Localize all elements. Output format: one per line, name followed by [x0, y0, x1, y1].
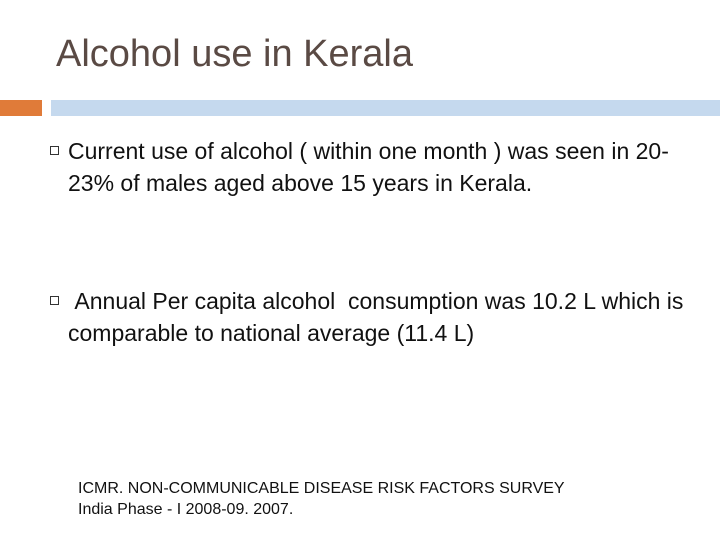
square-bullet-icon [50, 146, 59, 155]
citation: ICMR. NON-COMMUNICABLE DISEASE RISK FACT… [78, 479, 698, 520]
bullet-text: Current use of alcohol ( within one mont… [68, 138, 669, 196]
title-accent-bar [0, 100, 42, 116]
bullet-text: Annual Per capita alcohol consumption wa… [68, 288, 690, 346]
slide-title: Alcohol use in Kerala [56, 33, 413, 75]
title-rule-bar [51, 100, 720, 116]
citation-line: India Phase - I 2008-09. 2007. [78, 500, 294, 518]
citation-line: ICMR. NON-COMMUNICABLE DISEASE RISK FACT… [78, 480, 565, 497]
square-bullet-icon [50, 296, 59, 305]
